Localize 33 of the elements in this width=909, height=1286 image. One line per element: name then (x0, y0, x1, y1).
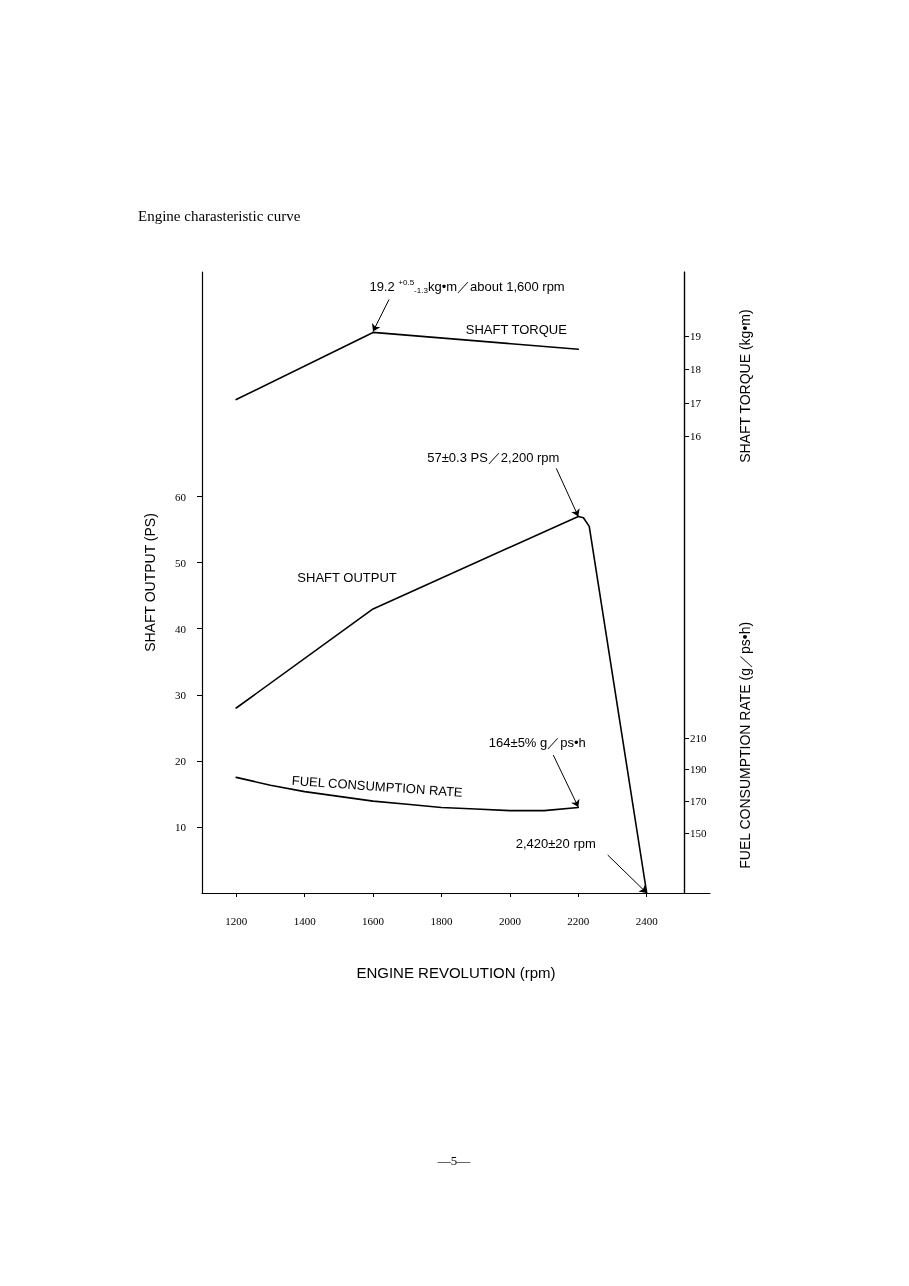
y2-tick-label: 18 (690, 363, 702, 376)
y3-tick-label: 210 (690, 731, 707, 744)
y3-axis-title: FUEL CONSUMPTION RATE (g／ps•h) (737, 621, 753, 869)
y-axis-title: SHAFT OUTPUT (PS) (142, 513, 158, 652)
x-tick-label: 2000 (498, 914, 522, 927)
text: —5— (436, 1152, 472, 1168)
y-tick-label: 40 (175, 622, 187, 635)
annotation: 57±0.3 PS／2,200 rpm (427, 449, 560, 465)
y2-tick-label: 17 (690, 396, 702, 409)
y-tick-label: 10 (175, 820, 187, 833)
x-tick-label: 1600 (362, 914, 385, 927)
x-tick-label: 1800 (430, 914, 453, 927)
y-tick-label: 50 (175, 556, 187, 569)
y-tick-label: 20 (175, 754, 187, 767)
x-tick-label: 1400 (293, 914, 317, 927)
chart-title: Engine charasteristic curve (138, 207, 301, 224)
y3-tick-label: 190 (690, 763, 707, 776)
annotation: 2,420±20 rpm (515, 835, 596, 851)
y3-tick-label: 150 (690, 826, 707, 839)
x-tick-label: 1200 (225, 914, 248, 927)
series-label: FUEL CONSUMPTION RATE (291, 772, 464, 800)
x-tick-label: 2400 (635, 914, 659, 927)
series-label: SHAFT TORQUE (465, 321, 568, 337)
x-tick-label: 2200 (567, 914, 590, 927)
y2-tick-label: 16 (690, 430, 702, 443)
y3-tick-label: 170 (690, 795, 707, 808)
y2-axis-title: SHAFT TORQUE (kg•m) (737, 309, 753, 463)
y-tick-label: 30 (175, 688, 187, 701)
series-label: SHAFT OUTPUT (297, 570, 397, 586)
y-tick-label: 60 (175, 490, 187, 503)
y2-tick-label: 19 (690, 329, 702, 342)
annotation: 164±5% g／ps•h (488, 734, 586, 750)
x-axis-title: ENGINE REVOLUTION (rpm) (356, 964, 556, 981)
